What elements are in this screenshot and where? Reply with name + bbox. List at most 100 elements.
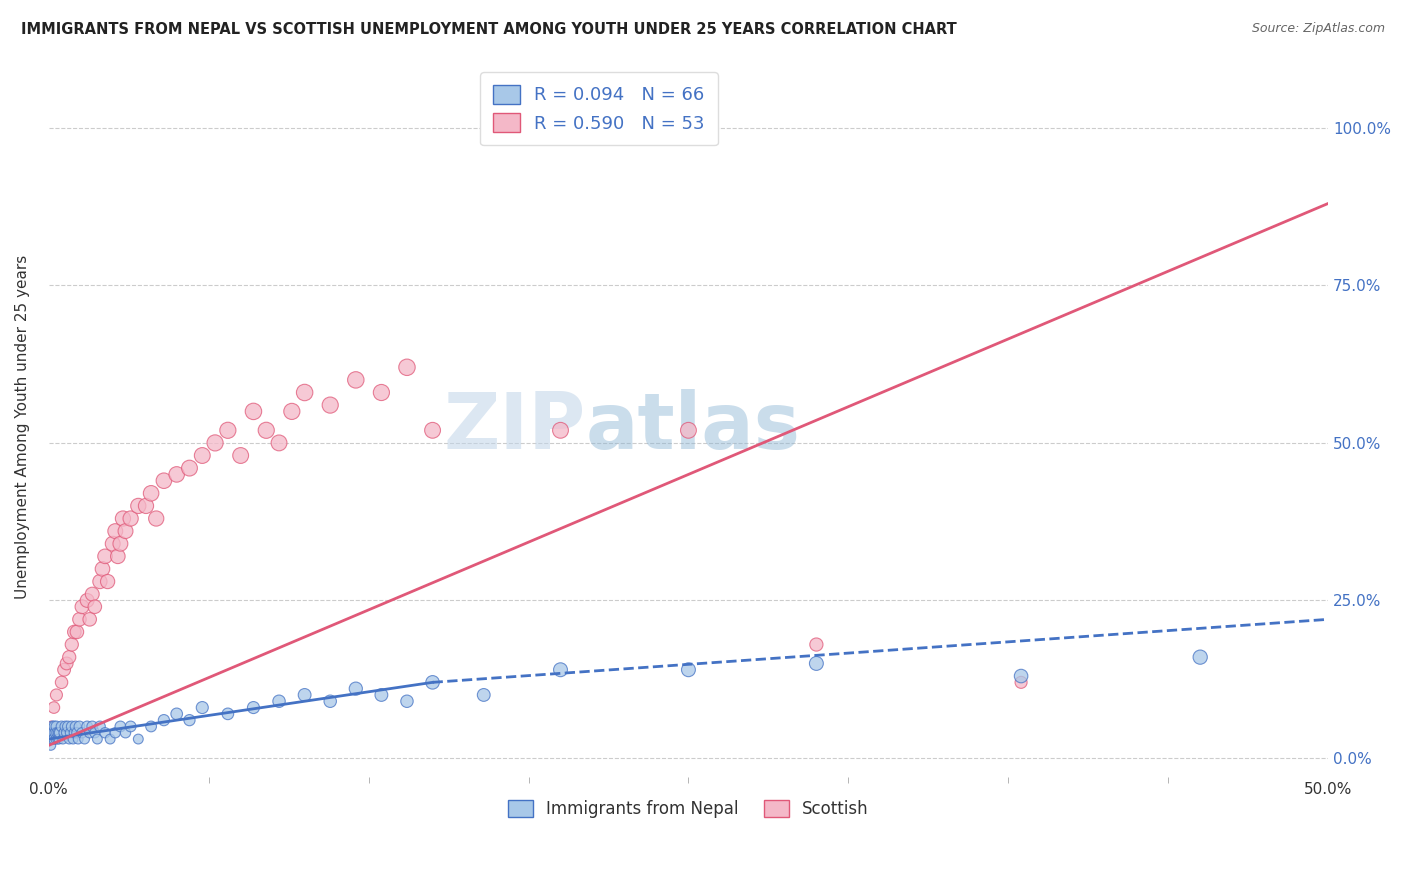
- Point: [82, 587, 104, 601]
- Point: [153, 474, 176, 488]
- Point: [217, 706, 239, 721]
- Point: [48, 725, 70, 739]
- Point: [98, 732, 121, 747]
- Point: [76, 593, 98, 607]
- Point: [179, 713, 201, 727]
- Point: [45, 732, 67, 747]
- Point: [42, 732, 65, 747]
- Point: [44, 719, 66, 733]
- Point: [120, 511, 142, 525]
- Point: [678, 423, 700, 437]
- Point: [39, 739, 62, 753]
- Point: [55, 719, 77, 733]
- Point: [39, 725, 62, 739]
- Point: [66, 624, 89, 639]
- Point: [254, 423, 277, 437]
- Point: [53, 725, 76, 739]
- Point: [63, 624, 86, 639]
- Point: [242, 404, 264, 418]
- Point: [63, 725, 86, 739]
- Point: [101, 537, 124, 551]
- Point: [69, 719, 91, 733]
- Point: [39, 732, 62, 747]
- Point: [70, 725, 93, 739]
- Point: [44, 725, 66, 739]
- Point: [395, 694, 418, 708]
- Point: [111, 511, 134, 525]
- Point: [127, 732, 149, 747]
- Point: [51, 719, 73, 733]
- Point: [217, 423, 239, 437]
- Point: [97, 574, 120, 589]
- Point: [110, 537, 132, 551]
- Point: [58, 650, 80, 665]
- Point: [127, 499, 149, 513]
- Point: [344, 373, 367, 387]
- Point: [550, 663, 572, 677]
- Point: [89, 574, 111, 589]
- Point: [135, 499, 157, 513]
- Text: IMMIGRANTS FROM NEPAL VS SCOTTISH UNEMPLOYMENT AMONG YOUTH UNDER 25 YEARS CORREL: IMMIGRANTS FROM NEPAL VS SCOTTISH UNEMPL…: [21, 22, 957, 37]
- Point: [344, 681, 367, 696]
- Point: [370, 688, 392, 702]
- Point: [45, 719, 67, 733]
- Point: [83, 599, 105, 614]
- Point: [204, 436, 226, 450]
- Point: [319, 398, 342, 412]
- Point: [89, 719, 111, 733]
- Point: [51, 675, 73, 690]
- Point: [60, 638, 83, 652]
- Point: [806, 638, 828, 652]
- Point: [191, 700, 214, 714]
- Point: [294, 385, 316, 400]
- Point: [41, 719, 63, 733]
- Point: [370, 385, 392, 400]
- Point: [82, 719, 104, 733]
- Point: [120, 719, 142, 733]
- Point: [94, 725, 117, 739]
- Point: [70, 599, 93, 614]
- Point: [166, 467, 188, 482]
- Point: [114, 725, 136, 739]
- Point: [1010, 669, 1032, 683]
- Point: [1189, 650, 1212, 665]
- Y-axis label: Unemployment Among Youth under 25 years: Unemployment Among Youth under 25 years: [15, 255, 30, 599]
- Point: [267, 436, 290, 450]
- Point: [91, 562, 114, 576]
- Point: [79, 612, 101, 626]
- Point: [153, 713, 176, 727]
- Point: [60, 719, 83, 733]
- Point: [139, 719, 162, 733]
- Point: [1010, 675, 1032, 690]
- Point: [66, 725, 89, 739]
- Point: [422, 423, 444, 437]
- Point: [55, 657, 77, 671]
- Point: [422, 675, 444, 690]
- Point: [65, 719, 87, 733]
- Point: [53, 663, 76, 677]
- Point: [104, 524, 127, 538]
- Point: [45, 688, 67, 702]
- Point: [42, 725, 65, 739]
- Text: ZIP: ZIP: [444, 389, 586, 465]
- Point: [229, 449, 252, 463]
- Point: [52, 732, 75, 747]
- Point: [56, 719, 79, 733]
- Point: [55, 725, 77, 739]
- Point: [267, 694, 290, 708]
- Point: [179, 461, 201, 475]
- Point: [110, 719, 132, 733]
- Point: [45, 725, 67, 739]
- Point: [395, 360, 418, 375]
- Point: [319, 694, 342, 708]
- Point: [48, 732, 70, 747]
- Point: [104, 725, 127, 739]
- Point: [294, 688, 316, 702]
- Point: [62, 732, 84, 747]
- Point: [42, 700, 65, 714]
- Point: [191, 449, 214, 463]
- Text: Source: ZipAtlas.com: Source: ZipAtlas.com: [1251, 22, 1385, 36]
- Point: [242, 700, 264, 714]
- Point: [107, 549, 129, 564]
- Point: [67, 732, 90, 747]
